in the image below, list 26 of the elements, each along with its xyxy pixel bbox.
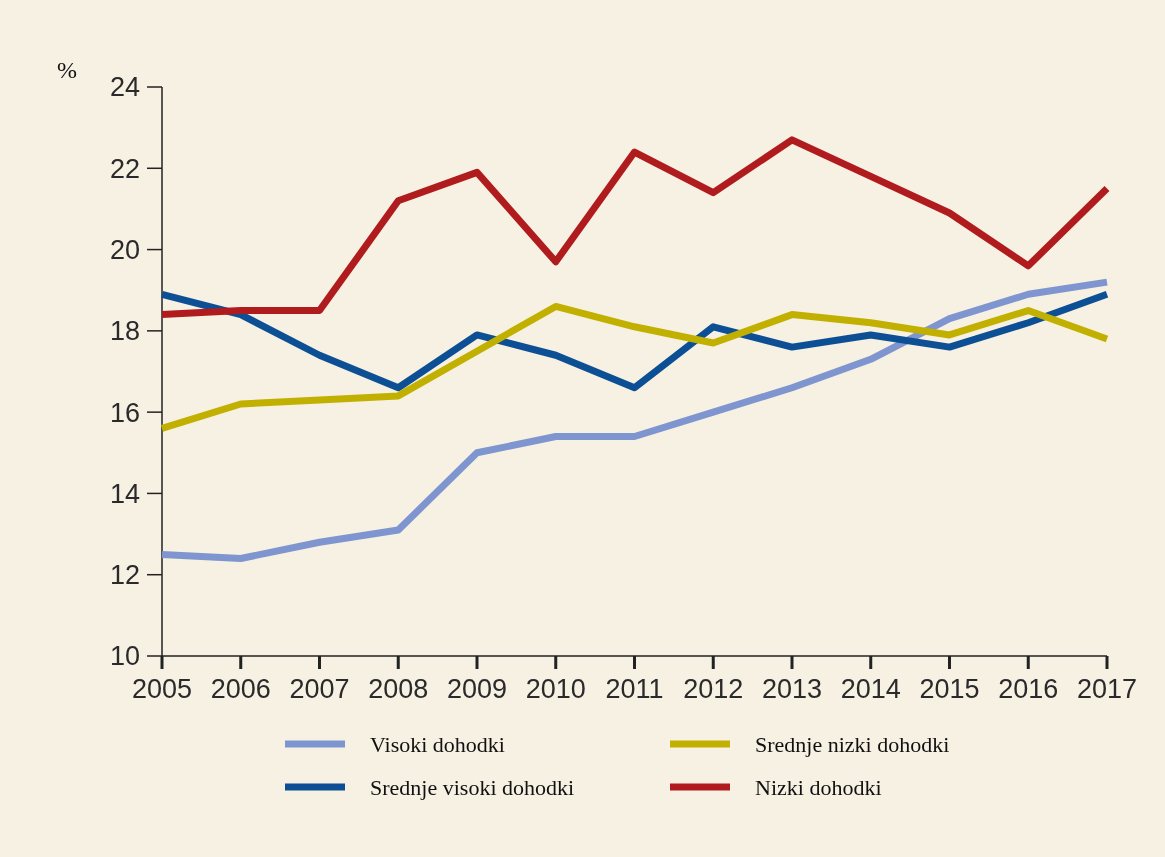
y-tick-label: 10 (109, 641, 140, 672)
y-tick-label: 12 (109, 560, 140, 591)
y-tick-label: 14 (109, 478, 140, 509)
x-tick-label: 2014 (840, 674, 901, 704)
y-tick-label: 22 (109, 153, 140, 184)
x-tick-label: 2012 (683, 674, 744, 704)
legend-label: Srednje nizki dohodki (755, 731, 950, 757)
legend-label: Srednje visoki dohodki (370, 774, 575, 800)
x-tick-label: 2015 (919, 674, 980, 704)
x-tick-label: 2005 (131, 674, 193, 704)
x-tick-label: 2008 (368, 674, 429, 704)
x-tick-label: 2010 (525, 674, 586, 704)
x-tick-label: 2016 (998, 674, 1059, 704)
y-tick-label: 20 (109, 235, 140, 266)
x-tick-label: 2011 (605, 674, 664, 704)
x-tick-label: 2013 (761, 674, 823, 704)
x-tick-label: 2006 (210, 674, 271, 704)
y-tick-label: 18 (109, 316, 140, 347)
x-tick-label: 2009 (446, 674, 508, 704)
x-tick-label: 2017 (1076, 674, 1138, 704)
x-tick-label: 2007 (289, 674, 350, 704)
y-axis-title: % (57, 57, 77, 83)
legend-label: Visoki dohodki (370, 731, 505, 757)
legend-label: Nizki dohodki (755, 774, 882, 800)
y-tick-label: 24 (109, 72, 140, 103)
y-tick-label: 16 (109, 397, 140, 428)
